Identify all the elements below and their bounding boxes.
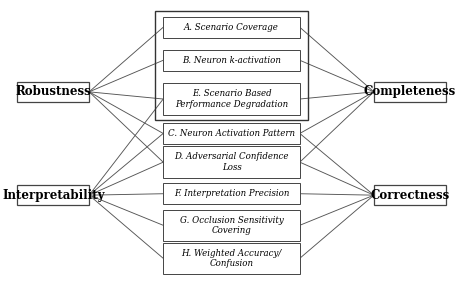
- Bar: [163, 83, 300, 115]
- Text: F. Interpretation Precision: F. Interpretation Precision: [174, 189, 289, 198]
- Bar: [155, 11, 308, 120]
- Text: H. Weighted Accuracy/
Confusion: H. Weighted Accuracy/ Confusion: [181, 249, 282, 268]
- Text: Completeness: Completeness: [363, 85, 456, 98]
- Bar: [163, 49, 300, 71]
- Bar: [374, 185, 446, 205]
- Bar: [163, 16, 300, 38]
- Bar: [163, 123, 300, 144]
- Bar: [18, 185, 89, 205]
- Text: Interpretability: Interpretability: [2, 189, 105, 202]
- Text: Robustness: Robustness: [15, 85, 91, 98]
- Bar: [163, 146, 300, 178]
- Text: A. Scenario Coverage: A. Scenario Coverage: [184, 23, 279, 32]
- Text: D. Adversarial Confidence
Loss: D. Adversarial Confidence Loss: [174, 152, 289, 172]
- Text: G. Occlusion Sensitivity
Covering: G. Occlusion Sensitivity Covering: [180, 216, 283, 235]
- Bar: [18, 82, 89, 102]
- Bar: [163, 210, 300, 241]
- Text: C. Neuron Activation Pattern: C. Neuron Activation Pattern: [168, 129, 295, 138]
- Bar: [374, 82, 446, 102]
- Bar: [163, 243, 300, 274]
- Text: B. Neuron k-activation: B. Neuron k-activation: [182, 56, 281, 65]
- Bar: [163, 183, 300, 204]
- Text: E. Scenario Based
Performance Degradation: E. Scenario Based Performance Degradatio…: [175, 89, 288, 109]
- Text: Correctness: Correctness: [370, 189, 450, 202]
